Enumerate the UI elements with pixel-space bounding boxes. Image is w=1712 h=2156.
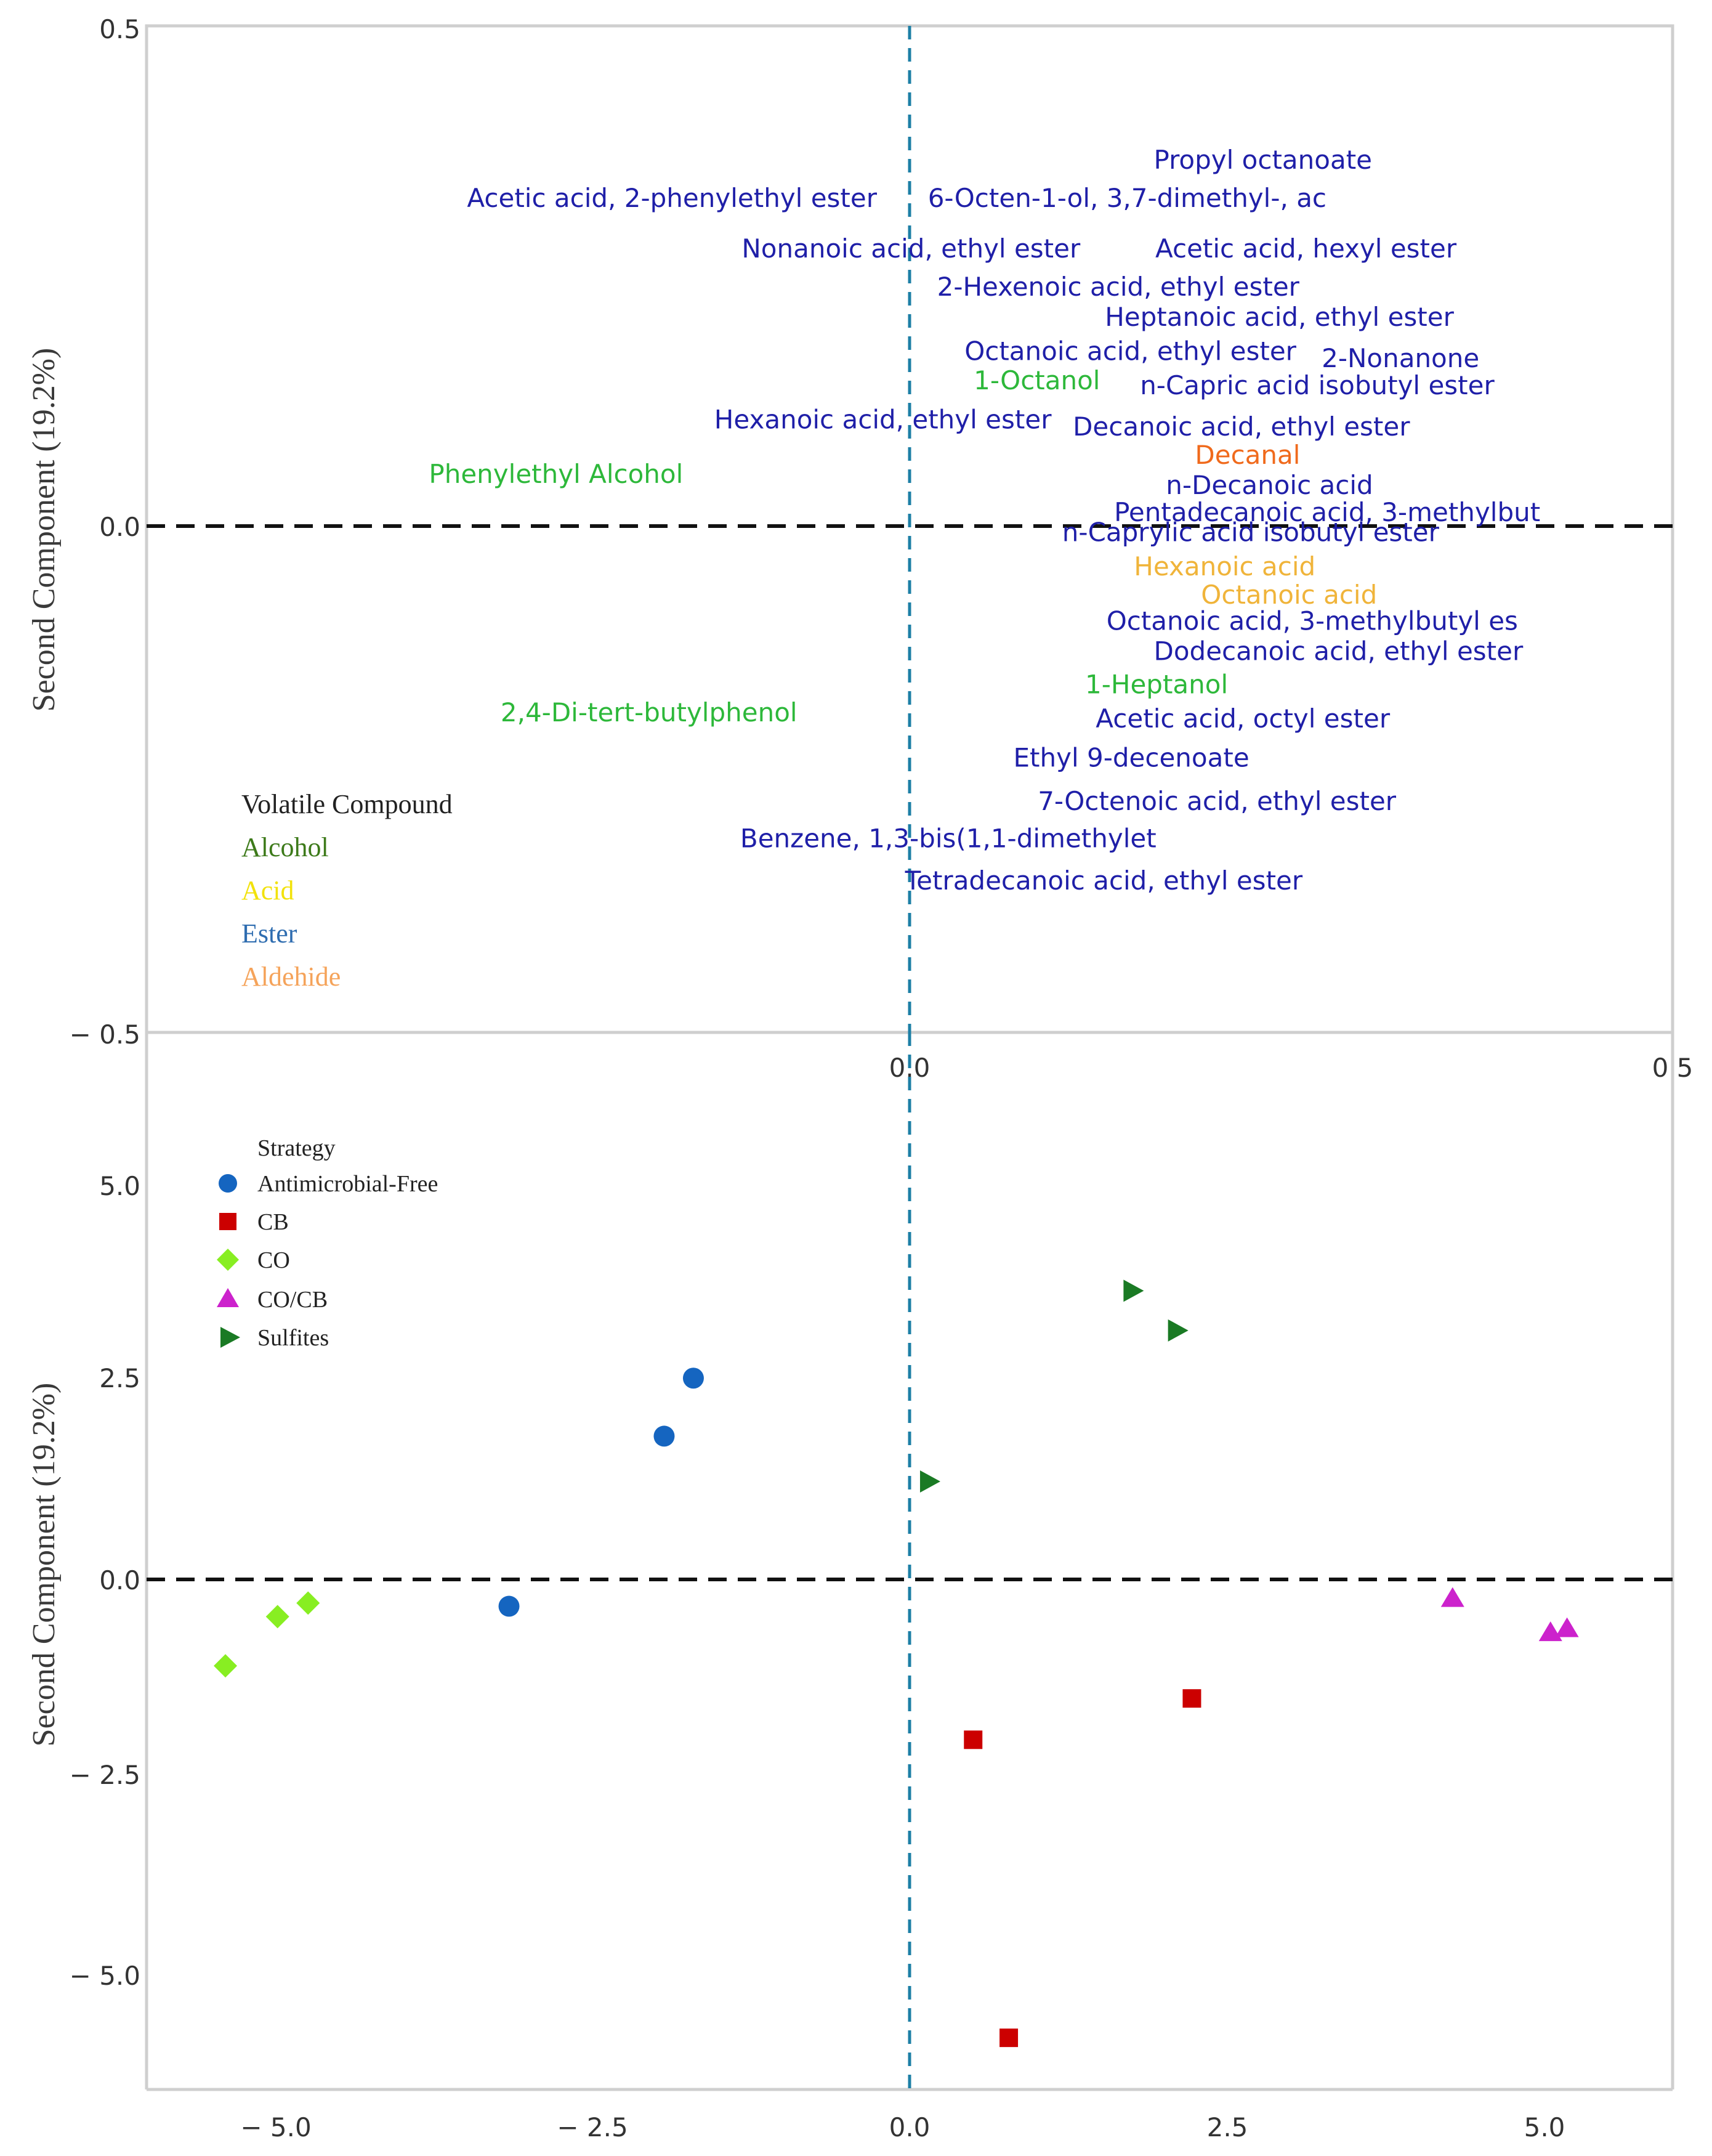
scores-ytick-label: 5.0 [99,1171,140,1201]
loading-label-acetic-acid-2-phenylethyl-ester: Acetic acid, 2-phenylethyl ester [467,183,877,213]
loading-label-octanoic-acid-ethyl-ester: Octanoic acid, ethyl ester [964,336,1296,367]
loading-label-2-4-di-tert-butylphenol: 2,4-Di-tert-butylphenol [501,697,797,727]
legend-marker-antimicrobial-free [219,1174,237,1193]
point-cb-3 [999,2028,1019,2048]
loading-label-7-octenoic-acid-ethyl-ester: 7-Octenoic acid, ethyl ester [1038,786,1397,816]
point-co-1 [296,1591,320,1615]
loadings-ytick-label: − 0.5 [70,1019,140,1050]
scores-legend-title: Strategy [257,1135,336,1161]
loading-label-n-decanoic-acid: n-Decanoic acid [1166,470,1373,500]
point-cb-2 [964,1730,983,1749]
point-co-2 [265,1605,289,1629]
legend-item-alcohol: Alcohol [241,832,329,862]
loading-label-1-heptanol: 1-Heptanol [1085,669,1228,699]
loading-label-phenylethyl-alcohol: Phenylethyl Alcohol [429,459,683,489]
loading-label-octanoic-acid-3-methylbutyl-es: Octanoic acid, 3-methylbutyl es [1107,606,1518,636]
scores-points [214,1279,1579,2048]
loading-label-decanoic-acid-ethyl-ester: Decanoic acid, ethyl ester [1073,411,1410,442]
legend-marker-co-cb [217,1288,239,1307]
legend-item-co: CO [257,1247,290,1273]
scores-xtick-label: − 2.5 [557,2112,628,2142]
point-antimicrobial-free-2 [653,1425,675,1447]
loading-label-pentadecanoic-acid-3-methylbut: Pentadecanoic acid, 3-methylbut [1114,497,1540,527]
scores-ytick-label: 2.5 [99,1363,140,1393]
legend-item-cb: CB [257,1209,289,1235]
loading-label-n-capric-acid-isobutyl-ester: n-Capric acid isobutyl ester [1140,370,1495,400]
loading-label-hexanoic-acid-ethyl-ester: Hexanoic acid, ethyl ester [714,405,1052,435]
point-sulfites-3 [919,1470,940,1493]
legend-item-antimicrobial-free: Antimicrobial-Free [257,1171,438,1197]
point-antimicrobial-free-1 [682,1368,704,1389]
point-co-3 [214,1654,238,1678]
loadings-ytick-label: 0.5 [99,14,140,44]
loadings-legend-title: Volatile Compound [241,789,453,819]
loading-label-acetic-acid-hexyl-ester: Acetic acid, hexyl ester [1155,233,1457,264]
scores-ytick-label: 0.0 [99,1565,140,1595]
loading-label-2-hexenoic-acid-ethyl-ester: 2-Hexenoic acid, ethyl ester [937,272,1300,302]
point-co-cb-1 [1440,1587,1464,1607]
point-cb-1 [1182,1689,1201,1708]
legend-item-co-cb: CO/CB [257,1287,328,1313]
scores-xtick-label: 2.5 [1207,2112,1248,2142]
point-sulfites-2 [1168,1319,1189,1342]
loading-label-benzene-1-3-bis-1-1-dimethylet: Benzene, 1,3-bis(1,1-dimethylet [740,823,1157,853]
point-co-cb-3 [1555,1617,1579,1637]
loading-label-propyl-octanoate: Propyl octanoate [1154,145,1373,175]
loading-label-hexanoic-acid: Hexanoic acid [1134,551,1315,582]
loading-label-6-octen-1-ol-3-7-dimethyl-ac: 6-Octen-1-ol, 3,7-dimethyl-, ac [928,183,1326,213]
loading-label-octanoic-acid: Octanoic acid [1201,580,1377,610]
loading-label-n-caprylic-acid-isobutyl-ester: n-Caprylic acid isobutyl ester [1062,517,1440,548]
scores-xtick-label: 0.0 [889,2112,931,2142]
legend-item-sulfites: Sulfites [257,1325,329,1351]
legend-item-acid: Acid [241,875,294,906]
loadings-legend: Volatile Compound Alcohol Acid Ester Ald… [241,789,453,992]
loadings-ytick-label: 0.0 [99,512,140,542]
loading-label-ethyl-9-decenoate: Ethyl 9-decenoate [1014,743,1250,773]
point-sulfites-1 [1123,1279,1144,1302]
loading-label-heptanoic-acid-ethyl-ester: Heptanoic acid, ethyl ester [1105,302,1454,332]
scores-y-axis-title: Second Component (19.2%) [26,1383,62,1747]
scores-ytick-label: − 5.0 [70,1961,140,1991]
loading-label-tetradecanoic-acid-ethyl-ester: Tetradecanoic acid, ethyl ester [905,865,1303,896]
legend-marker-cb [219,1213,236,1230]
loadings-panel: 0.5 0.0 − 0.5 0.0 0.5 Second Component (… [26,14,1693,1083]
loading-label-dodecanoic-acid-ethyl-ester: Dodecanoic acid, ethyl ester [1154,636,1524,666]
loadings-labels: Propyl octanoate Acetic acid, 2-phenyleth… [429,145,1540,896]
loadings-y-axis-title: Second Component (19.2%) [26,348,62,712]
point-antimicrobial-free-3 [498,1595,520,1617]
legend-item-aldehide: Aldehide [241,962,341,992]
point-co-cb-2 [1538,1621,1562,1642]
scores-ytick-label: − 2.5 [70,1760,140,1790]
scores-legend: Strategy Antimicrobial-Free CB CO CO/CB … [217,1135,438,1351]
loading-label-2-nonanone: 2-Nonanone [1322,343,1479,373]
loading-label-decanal: Decanal [1195,440,1300,470]
scores-xtick-label: 5.0 [1524,2112,1565,2142]
loading-label-1-octanol: 1-Octanol [974,365,1100,395]
legend-marker-sulfites [220,1327,240,1348]
legend-item-ester: Ester [241,918,297,949]
loading-label-nonanoic-acid-ethyl-ester: Nonanoic acid, ethyl ester [741,233,1081,264]
loading-label-acetic-acid-octyl-ester: Acetic acid, octyl ester [1096,703,1391,734]
scores-panel: 5.0 2.5 0.0 − 2.5 − 5.0 − 5.0 − 2.5 0.0 … [26,1032,1674,2142]
legend-marker-co [217,1249,239,1271]
scores-xtick-label: − 5.0 [240,2112,311,2142]
